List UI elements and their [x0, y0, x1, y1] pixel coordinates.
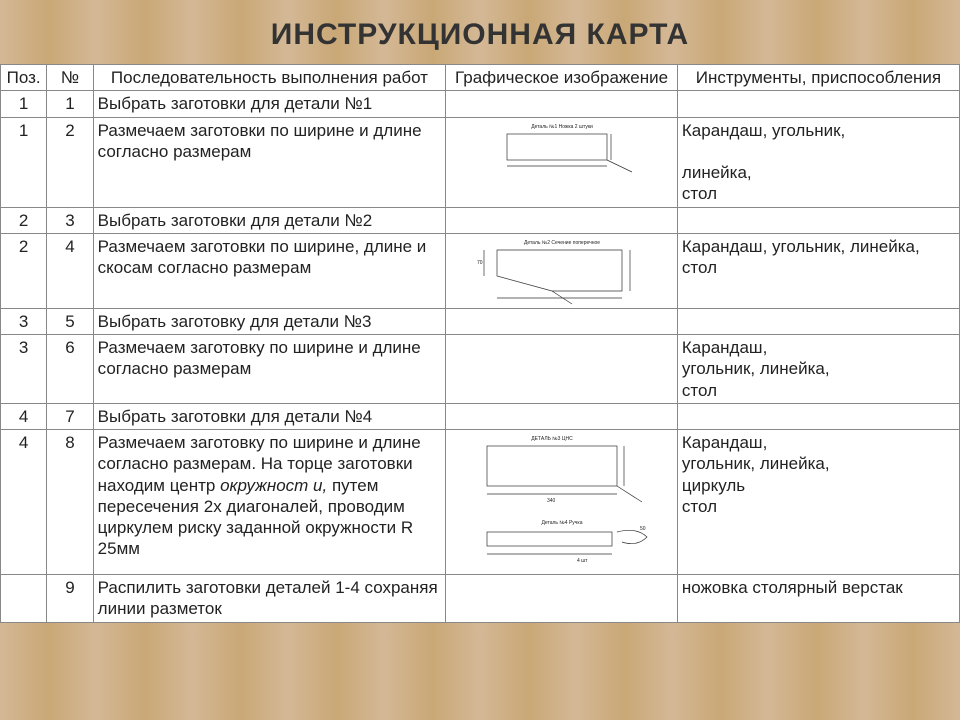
svg-text:340: 340	[547, 498, 556, 504]
cell-tools	[677, 207, 959, 233]
cell-pos: 3	[1, 335, 47, 404]
cell-num: 3	[47, 207, 93, 233]
col-header-tools: Инструменты, приспособления	[677, 65, 959, 91]
cell-pos: 1	[1, 91, 47, 117]
cell-pos: 2	[1, 207, 47, 233]
svg-text:70: 70	[477, 260, 483, 266]
table-row: 12 Размечаем заготовки по ширине и длине…	[1, 117, 960, 207]
cell-sequence: Выбрать заготовки для детали №1	[93, 91, 446, 117]
cell-sequence: Выбрать заготовки для детали №4	[93, 403, 446, 429]
col-header-seq: Последовательность выполнения работ	[93, 65, 446, 91]
cell-sequence: Размечаем заготовку по ширине и длине со…	[93, 430, 446, 575]
cell-sequence: Размечаем заготовки по ширине, длине и с…	[93, 233, 446, 308]
cell-graphic: ДЕТАЛЬ №3 ЦНС 340 Деталь №4 Ручка 50 4 ш…	[446, 430, 678, 575]
table-row: 24 Размечаем заготовки по ширине, длине …	[1, 233, 960, 308]
svg-text:4 шт: 4 шт	[577, 558, 588, 564]
cell-sequence: Распилить заготовки деталей 1-4 сохраняя…	[93, 575, 446, 623]
cell-tools: Карандаш, угольник, линейка,стол	[677, 117, 959, 207]
cell-graphic	[446, 403, 678, 429]
col-header-pos: Поз.	[1, 65, 47, 91]
cell-num: 9	[47, 575, 93, 623]
cell-num: 1	[47, 91, 93, 117]
cell-num: 4	[47, 233, 93, 308]
cell-pos: 4	[1, 403, 47, 429]
table-row: 23 Выбрать заготовки для детали №2	[1, 207, 960, 233]
instruction-table: Поз. № Последовательность выполнения раб…	[0, 64, 960, 623]
cell-pos: 4	[1, 430, 47, 575]
table-header-row: Поз. № Последовательность выполнения раб…	[1, 65, 960, 91]
cell-num: 2	[47, 117, 93, 207]
svg-text:ДЕТАЛЬ №3 ЦНС: ДЕТАЛЬ №3 ЦНС	[531, 436, 573, 442]
cell-num: 6	[47, 335, 93, 404]
svg-text:50: 50	[640, 526, 646, 532]
page-title: ИНСТРУКЦИОННАЯ КАРТА	[0, 0, 960, 64]
col-header-num: №	[47, 65, 93, 91]
table-row: 11 Выбрать заготовки для детали №1	[1, 91, 960, 117]
cell-tools	[677, 308, 959, 334]
cell-pos: 3	[1, 308, 47, 334]
cell-num: 8	[47, 430, 93, 575]
cell-pos: 2	[1, 233, 47, 308]
drawing-detail-2: Деталь №2 Сечение поперечное 70	[462, 236, 662, 306]
svg-text:Деталь №2 Сечение поперечное: Деталь №2 Сечение поперечное	[524, 240, 600, 246]
table-row: 36 Размечаем заготовку по ширине и длине…	[1, 335, 960, 404]
cell-graphic	[446, 308, 678, 334]
cell-tools: Карандаш, угольник, линейка,стол	[677, 335, 959, 404]
svg-text:Деталь №4 Ручка: Деталь №4 Ручка	[541, 520, 582, 526]
drawing-detail-1: Деталь №1 Ножка 2 штуки	[487, 120, 637, 175]
svg-text:Деталь №1 Ножка 2 штуки: Деталь №1 Ножка 2 штуки	[531, 124, 593, 130]
cell-sequence: Размечаем заготовку по ширине и длине со…	[93, 335, 446, 404]
cell-graphic	[446, 207, 678, 233]
table-row: 35 Выбрать заготовку для детали №3	[1, 308, 960, 334]
cell-tools: ножовка столярный верстак	[677, 575, 959, 623]
table-row: 48 Размечаем заготовку по ширине и длине…	[1, 430, 960, 575]
cell-sequence: Выбрать заготовку для детали №3	[93, 308, 446, 334]
cell-tools	[677, 403, 959, 429]
cell-graphic: Деталь №2 Сечение поперечное 70	[446, 233, 678, 308]
cell-graphic	[446, 91, 678, 117]
cell-sequence: Размечаем заготовки по ширине и длине со…	[93, 117, 446, 207]
col-header-gfx: Графическое изображение	[446, 65, 678, 91]
cell-graphic	[446, 335, 678, 404]
cell-pos	[1, 575, 47, 623]
cell-tools	[677, 91, 959, 117]
cell-pos: 1	[1, 117, 47, 207]
cell-graphic: Деталь №1 Ножка 2 штуки	[446, 117, 678, 207]
cell-num: 7	[47, 403, 93, 429]
cell-graphic	[446, 575, 678, 623]
drawing-detail-3-4: ДЕТАЛЬ №3 ЦНС 340 Деталь №4 Ручка 50 4 ш…	[462, 432, 662, 572]
cell-num: 5	[47, 308, 93, 334]
cell-sequence: Выбрать заготовки для детали №2	[93, 207, 446, 233]
cell-tools: Карандаш, угольник, линейка, стол	[677, 233, 959, 308]
table-row: 9Распилить заготовки деталей 1-4 сохраня…	[1, 575, 960, 623]
cell-tools: Карандаш, угольник, линейка,циркуль стол	[677, 430, 959, 575]
table-row: 47 Выбрать заготовки для детали №4	[1, 403, 960, 429]
